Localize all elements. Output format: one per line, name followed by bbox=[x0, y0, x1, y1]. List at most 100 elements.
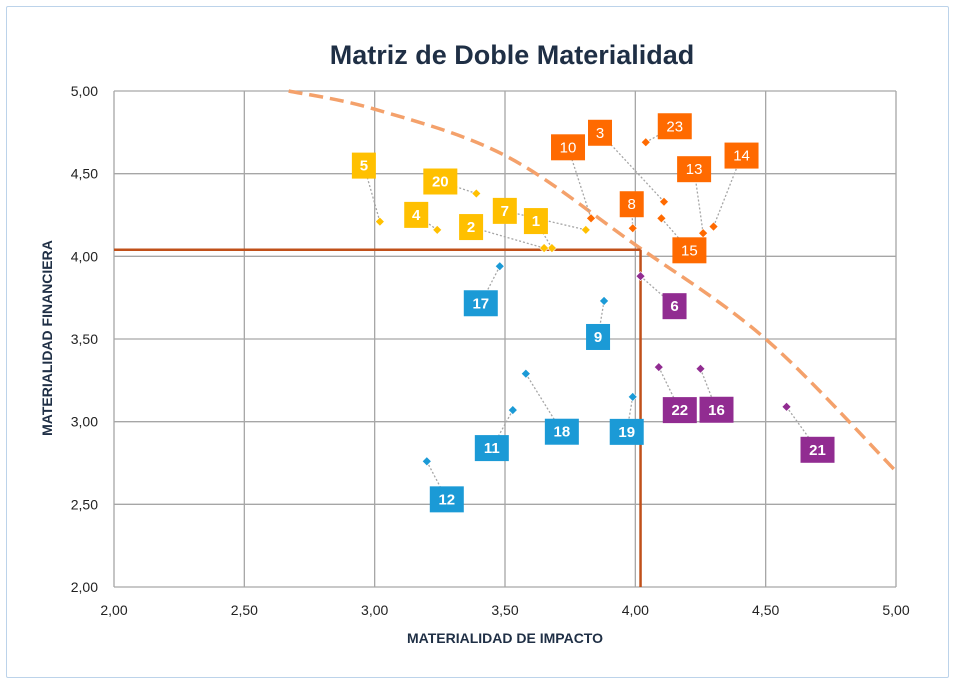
leader-line bbox=[480, 265, 501, 304]
data-label-19: 19 bbox=[609, 418, 644, 445]
data-points bbox=[374, 137, 792, 467]
data-label-text: 17 bbox=[472, 295, 489, 312]
data-label-box bbox=[662, 293, 687, 320]
data-label-17: 17 bbox=[463, 290, 498, 317]
y-tick-label: 2,00 bbox=[71, 579, 98, 595]
data-label-box bbox=[609, 418, 644, 445]
point-5 bbox=[374, 216, 385, 227]
point-13 bbox=[698, 228, 709, 239]
data-label-14: 14 bbox=[724, 142, 759, 169]
data-label-11: 11 bbox=[474, 435, 509, 462]
data-label-6: 6 bbox=[662, 293, 687, 320]
x-axis-title: MATERIALIDAD DE IMPACTO bbox=[407, 630, 603, 646]
data-label-box bbox=[459, 214, 484, 241]
chart-title: Matriz de Doble Materialidad bbox=[330, 40, 695, 70]
leader-line bbox=[660, 217, 690, 251]
data-label-3: 3 bbox=[588, 119, 613, 146]
point-19 bbox=[627, 391, 638, 402]
point-15 bbox=[656, 213, 667, 224]
data-label-text: 19 bbox=[618, 424, 635, 441]
data-label-21: 21 bbox=[800, 436, 835, 463]
data-label-2: 2 bbox=[459, 214, 484, 241]
leader-line bbox=[426, 461, 448, 500]
data-label-box bbox=[619, 191, 644, 218]
data-label-text: 5 bbox=[360, 158, 368, 175]
data-label-text: 4 bbox=[412, 207, 421, 224]
materiality-frontier bbox=[288, 89, 898, 473]
data-label-22: 22 bbox=[662, 397, 697, 424]
data-label-text: 20 bbox=[432, 174, 449, 191]
data-label-text: 16 bbox=[708, 402, 725, 419]
data-label-text: 13 bbox=[686, 161, 703, 178]
x-tick-labels: 2,00 2,50 3,00 3,50 4,00 4,50 5,00 bbox=[100, 602, 909, 618]
data-label-text: 15 bbox=[681, 242, 698, 259]
point-2 bbox=[539, 243, 550, 253]
data-label-text: 6 bbox=[670, 298, 678, 315]
data-label-box bbox=[492, 197, 517, 224]
x-tick-label: 4,00 bbox=[622, 602, 649, 618]
data-label-box bbox=[523, 208, 548, 235]
data-label-box bbox=[672, 237, 707, 264]
data-label-8: 8 bbox=[619, 191, 644, 218]
data-label-box bbox=[551, 134, 586, 161]
y-tick-label: 4,50 bbox=[71, 166, 98, 182]
point-22 bbox=[653, 362, 664, 373]
data-label-12: 12 bbox=[429, 486, 464, 513]
point-20 bbox=[471, 188, 482, 199]
data-label-text: 9 bbox=[594, 329, 602, 346]
data-label-9: 9 bbox=[586, 323, 611, 350]
point-1 bbox=[546, 243, 557, 253]
point-4 bbox=[432, 224, 443, 235]
x-tick-label: 5,00 bbox=[882, 602, 909, 618]
y-tick-label: 3,50 bbox=[71, 331, 98, 347]
data-label-box bbox=[351, 152, 376, 179]
leader-line bbox=[535, 220, 553, 249]
threshold-lines bbox=[114, 248, 642, 587]
data-label-box bbox=[724, 142, 759, 169]
data-label-box bbox=[474, 435, 509, 462]
data-label-text: 22 bbox=[671, 402, 688, 419]
y-tick-label: 4,00 bbox=[71, 248, 98, 264]
y-tick-labels: 2,00 2,50 3,00 3,50 4,00 4,50 5,00 bbox=[71, 83, 98, 595]
data-label-4: 4 bbox=[404, 201, 429, 228]
data-label-23: 23 bbox=[657, 113, 692, 140]
data-label-text: 3 bbox=[596, 125, 604, 142]
data-label-box bbox=[423, 168, 458, 195]
x-tick-label: 3,00 bbox=[361, 602, 388, 618]
point-23 bbox=[640, 137, 651, 148]
y-tick-label: 3,00 bbox=[71, 414, 98, 430]
data-label-5: 5 bbox=[351, 152, 376, 179]
data-label-box bbox=[544, 418, 579, 445]
data-label-18: 18 bbox=[544, 418, 579, 445]
data-label-box bbox=[586, 323, 611, 350]
point-14 bbox=[708, 221, 719, 232]
data-label-box bbox=[404, 201, 429, 228]
data-label-1: 1 bbox=[523, 208, 548, 235]
data-label-20: 20 bbox=[423, 168, 458, 195]
point-11 bbox=[507, 405, 518, 416]
x-tick-label: 2,50 bbox=[231, 602, 258, 618]
data-label-text: 10 bbox=[560, 139, 577, 156]
data-label-text: 14 bbox=[733, 148, 750, 165]
y-axis-title: MATERIALIDAD FINANCIERA bbox=[39, 240, 55, 436]
x-tick-label: 2,00 bbox=[100, 602, 127, 618]
point-9 bbox=[599, 296, 609, 306]
x-tick-label: 4,50 bbox=[752, 602, 779, 618]
point-8 bbox=[627, 223, 638, 234]
data-label-13: 13 bbox=[677, 156, 712, 183]
leader-line bbox=[712, 155, 743, 227]
point-17 bbox=[494, 261, 505, 272]
data-label-text: 23 bbox=[666, 118, 683, 135]
y-tick-label: 2,50 bbox=[71, 496, 98, 512]
point-12 bbox=[421, 456, 432, 467]
data-label-text: 2 bbox=[467, 219, 475, 236]
data-label-box bbox=[463, 290, 498, 317]
data-label-text: 18 bbox=[554, 424, 571, 441]
data-label-text: 11 bbox=[484, 440, 500, 457]
leader-line bbox=[567, 147, 592, 219]
data-label-box bbox=[662, 397, 697, 424]
data-label-text: 12 bbox=[438, 491, 455, 508]
data-label-box bbox=[429, 486, 464, 513]
